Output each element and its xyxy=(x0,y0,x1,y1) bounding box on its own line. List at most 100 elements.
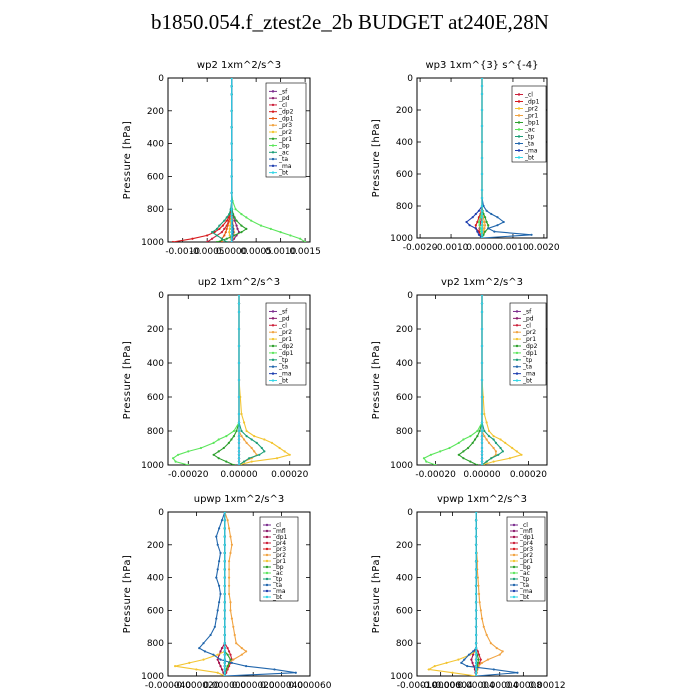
series-point xyxy=(191,237,194,240)
y-tick-label: 1000 xyxy=(141,461,164,471)
y-tick-label: 0 xyxy=(407,508,413,518)
series-point xyxy=(480,124,484,128)
legend-label: _ma xyxy=(278,371,292,378)
series-point xyxy=(490,457,493,460)
legend-marker xyxy=(271,151,275,154)
series-point xyxy=(497,453,500,456)
series-point xyxy=(476,576,479,579)
legend-marker xyxy=(512,589,516,593)
panel-title: vp2 1xm^2/s^3 xyxy=(441,277,523,288)
legend-label: _dp1 xyxy=(519,534,535,541)
legend-marker xyxy=(512,565,516,569)
legend-marker xyxy=(517,121,521,124)
series-point xyxy=(474,543,478,546)
legend-label: _cl xyxy=(278,322,287,329)
legend-marker xyxy=(271,310,275,313)
series-point xyxy=(209,633,212,637)
y-tick-label: 600 xyxy=(396,606,413,616)
series-point xyxy=(230,208,233,211)
series-point xyxy=(237,429,241,433)
series-point xyxy=(237,412,241,416)
y-tick-label: 1000 xyxy=(141,238,164,248)
x-tick-label: -0.00020 xyxy=(168,470,209,480)
series-point xyxy=(492,460,495,463)
series-point xyxy=(258,453,261,456)
series-point xyxy=(289,234,292,237)
series-point xyxy=(232,435,236,438)
series-point xyxy=(474,560,478,563)
series-point xyxy=(226,647,229,650)
series-point xyxy=(480,196,484,200)
legend-marker xyxy=(265,547,269,551)
series-point xyxy=(235,219,238,222)
series-point xyxy=(237,295,241,297)
legend-label: _pr2 xyxy=(278,329,292,336)
legend-label: _bt xyxy=(278,170,289,177)
y-tick-label: 400 xyxy=(396,138,413,148)
series-point xyxy=(476,661,479,664)
series-point xyxy=(477,230,481,233)
legend-marker xyxy=(515,358,519,362)
x-tick-label: -0.0020 xyxy=(403,243,438,253)
series-point xyxy=(482,230,485,233)
x-tick-label: 0.00004 xyxy=(481,681,518,691)
legend-marker xyxy=(517,128,521,131)
series-group xyxy=(171,78,307,242)
series-point xyxy=(480,310,484,314)
legend-label: _bp xyxy=(272,564,284,571)
series-point xyxy=(469,435,472,438)
series-point xyxy=(223,568,226,571)
legend-marker xyxy=(271,137,275,140)
y-tick-label: 1000 xyxy=(390,234,413,244)
series-point xyxy=(187,463,190,465)
series-point xyxy=(273,668,276,671)
series-point xyxy=(230,142,233,145)
series-point xyxy=(225,435,228,438)
series-point xyxy=(240,653,243,656)
legend-label: _ta xyxy=(519,582,529,589)
series-point xyxy=(288,453,291,456)
legend-marker xyxy=(515,324,519,327)
legend-marker xyxy=(271,358,275,362)
legend-label: _ta xyxy=(278,364,288,371)
x-tick-label: 0.00020 xyxy=(271,470,308,480)
legend-marker xyxy=(265,577,269,581)
series-point xyxy=(237,441,241,444)
series-point xyxy=(474,668,478,671)
series-point xyxy=(223,674,226,676)
series-point xyxy=(216,543,219,546)
series-point xyxy=(482,625,485,628)
series-point xyxy=(476,230,479,233)
series-point xyxy=(476,435,479,438)
series-point xyxy=(480,84,484,88)
series-point xyxy=(223,219,226,222)
series-point xyxy=(480,438,484,441)
series-point xyxy=(422,457,426,460)
series-point xyxy=(472,653,475,656)
y-tick-label: 1000 xyxy=(141,672,164,682)
legend-label: _ac xyxy=(524,127,535,134)
series-point xyxy=(477,653,481,656)
series-point xyxy=(242,421,246,424)
series-point xyxy=(240,412,243,416)
series-point xyxy=(480,453,484,456)
series-point xyxy=(224,231,227,234)
series-point xyxy=(474,568,478,571)
panel-1: wp3 1xm^{3} s^{-4} Pressure [hPa] 0 200 400 6… xyxy=(371,60,560,253)
legend-marker xyxy=(512,559,516,563)
series-point xyxy=(230,227,233,230)
series-point xyxy=(223,543,226,546)
series-point xyxy=(232,658,235,661)
series-point xyxy=(477,584,480,587)
series-point xyxy=(299,237,302,240)
x-tick-label: -0.00010 xyxy=(397,681,438,691)
series-point xyxy=(492,435,495,438)
legend-label: _ac xyxy=(519,570,530,577)
series-point xyxy=(228,231,231,234)
series-point xyxy=(215,535,218,538)
legend-label: _dp2 xyxy=(278,343,294,350)
series-point xyxy=(474,227,477,230)
series-point xyxy=(492,438,495,441)
series-point xyxy=(216,671,219,674)
legend-label: _bp xyxy=(278,143,290,150)
